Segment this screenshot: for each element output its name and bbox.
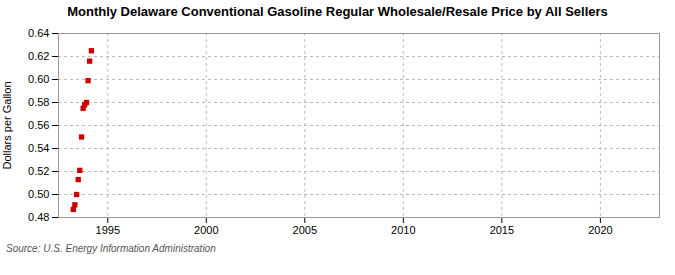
svg-text:0.60: 0.60 bbox=[28, 73, 49, 85]
svg-text:0.48: 0.48 bbox=[28, 211, 49, 223]
svg-text:0.62: 0.62 bbox=[28, 50, 49, 62]
html-text:Source: U.S. Energy Informatio: Source: U.S. Energy Information Administ… bbox=[6, 243, 216, 254]
svg-text:2000: 2000 bbox=[194, 224, 218, 236]
svg-text:1995: 1995 bbox=[96, 224, 120, 236]
svg-text:2015: 2015 bbox=[490, 224, 514, 236]
svg-text:Dollars per Gallon: Dollars per Gallon bbox=[1, 81, 13, 169]
html-text:Monthly Delaware Conventional: Monthly Delaware Conventional Gasoline R… bbox=[67, 4, 608, 19]
svg-text:0.64: 0.64 bbox=[28, 27, 49, 39]
svg-text:2005: 2005 bbox=[293, 224, 317, 236]
svg-text:0.58: 0.58 bbox=[28, 96, 49, 108]
svg-text:0.56: 0.56 bbox=[28, 119, 49, 131]
svg-text:0.50: 0.50 bbox=[28, 188, 49, 200]
svg-text:0.54: 0.54 bbox=[28, 142, 49, 154]
svg-text:0.52: 0.52 bbox=[28, 165, 49, 177]
svg-text:2020: 2020 bbox=[588, 224, 612, 236]
svg-text:2010: 2010 bbox=[391, 224, 415, 236]
